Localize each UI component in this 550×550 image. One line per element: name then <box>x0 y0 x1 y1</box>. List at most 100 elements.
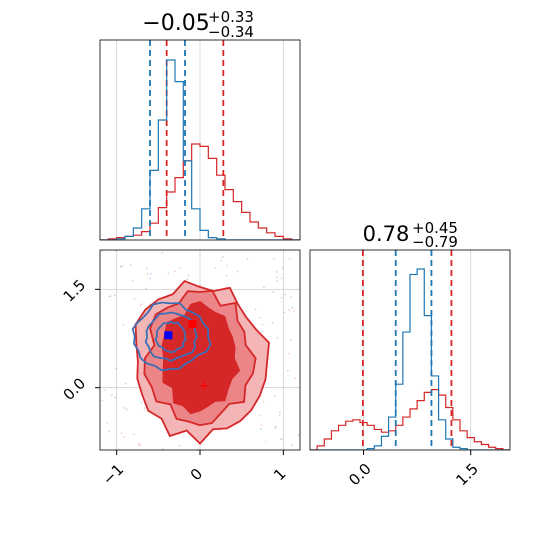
marginal-1-series-1 <box>100 59 300 240</box>
joint-sample-point <box>290 339 292 342</box>
joint-sample-point <box>264 440 267 443</box>
joint-blue-contour-0 <box>131 301 212 372</box>
joint-sample-point <box>109 295 112 298</box>
joint-sample-point <box>278 414 281 417</box>
joint-sample-point <box>288 309 291 311</box>
joint-x-tick-label-0: −1 <box>99 460 127 488</box>
marginal-2-x-tick-label-0: 0.0 <box>345 460 375 490</box>
marginal-1-grid <box>116 40 284 240</box>
joint-sample-point <box>273 394 276 397</box>
joint-sample-point <box>220 259 222 262</box>
joint-sample-point <box>114 367 117 370</box>
joint-sample-point <box>149 272 152 275</box>
joint-sample-point <box>145 287 147 290</box>
joint-sample-point <box>236 270 239 273</box>
marginal-2-histograms <box>310 250 510 450</box>
joint-sample-point <box>178 444 181 447</box>
joint-sample-point <box>122 323 125 326</box>
joint-sample-point <box>274 425 277 428</box>
joint-sample-point <box>271 322 274 324</box>
joint-sample-point <box>148 277 151 280</box>
joint-sample-point <box>289 296 292 298</box>
joint-sample-point <box>260 424 263 427</box>
marginal-1-title-sub: −0.34 <box>208 23 254 41</box>
joint-sample-point <box>138 444 141 447</box>
joint-sample-point <box>119 265 122 268</box>
joint-sample-point <box>139 304 142 307</box>
joint-sample-point <box>261 323 264 326</box>
joint-sample-point <box>260 428 262 430</box>
joint-sample-point <box>131 280 134 282</box>
joint-sample-point <box>114 396 117 399</box>
joint-sample-point <box>275 276 278 279</box>
joint-x-ticks: −1 0 1 <box>99 450 290 489</box>
joint-sample-point <box>123 435 126 438</box>
joint-sample-point <box>161 252 164 254</box>
joint-sample-point <box>287 369 289 372</box>
marginal-2-title-sub: −0.79 <box>412 233 458 251</box>
joint-sample-point <box>114 250 117 252</box>
joint-sample-point <box>146 272 149 275</box>
joint-sample-point <box>145 267 148 270</box>
joint-sample-point <box>107 295 110 298</box>
joint-sample-point <box>221 256 224 258</box>
joint-blue-contour-1 <box>144 311 198 363</box>
joint-sample-point <box>179 267 182 270</box>
joint-contours <box>131 279 270 445</box>
joint-sample-point <box>133 298 136 300</box>
joint-panel: −1 0 1 0.0 1.5 <box>60 249 301 489</box>
joint-sample-point <box>288 352 291 355</box>
joint-markers <box>164 320 209 390</box>
marginal-1-frame <box>99 39 301 241</box>
joint-sample-point <box>104 389 107 392</box>
joint-sample-point <box>133 433 136 436</box>
joint-sample-point <box>114 294 116 297</box>
joint-sample-point <box>280 296 283 299</box>
joint-sample-point <box>272 290 275 293</box>
joint-sample-point <box>273 257 275 260</box>
joint-y-tick-label-1: 1.5 <box>60 276 90 306</box>
joint-sample-point <box>276 270 278 273</box>
joint-sample-point <box>246 258 249 260</box>
marginal-1-histograms <box>100 40 300 240</box>
joint-sample-point <box>259 414 262 417</box>
joint-sample-point <box>167 272 170 275</box>
blue-point <box>164 331 173 340</box>
joint-sample-point <box>261 330 264 333</box>
joint-sample-point <box>263 286 265 289</box>
joint-sample-point <box>173 270 176 273</box>
joint-sample-point <box>283 311 286 314</box>
joint-sample-point <box>187 274 190 277</box>
joint-sample-point <box>283 293 286 296</box>
joint-y-tick-label-0: 0.0 <box>60 374 90 404</box>
joint-sample-point <box>107 430 110 433</box>
marginal-2-title-sup: +0.45 <box>412 219 458 237</box>
joint-sample-point <box>276 337 279 340</box>
marginal-panel-2: 0.0 1.5 0.78 +0.45 −0.79 <box>309 219 511 490</box>
marginal-panel-1: −0.05 +0.33 −0.34 <box>99 8 301 241</box>
joint-sample-point <box>254 308 257 311</box>
marginal-1-title: −0.05 <box>142 11 209 36</box>
joint-sample-point <box>225 274 228 277</box>
joint-sample-point <box>276 280 278 282</box>
joint-sample-point <box>280 277 283 280</box>
joint-sample-point <box>101 250 104 253</box>
joint-sample-point <box>282 267 284 269</box>
joint-sample-point <box>125 408 128 411</box>
joint-sample-point <box>226 264 229 267</box>
joint-sample-point <box>262 400 265 403</box>
marginal-1-title-sup: +0.33 <box>208 8 254 26</box>
joint-x-tick-label-1: 0 <box>187 465 206 484</box>
marginal-2-frame <box>309 249 511 451</box>
joint-sample-point <box>199 284 202 287</box>
joint-sample-point <box>129 263 132 266</box>
joint-sample-point <box>120 432 123 434</box>
joint-sample-point <box>124 382 127 385</box>
joint-sample-point <box>101 399 103 402</box>
joint-sample-point <box>186 278 189 280</box>
joint-sample-point <box>214 266 217 269</box>
joint-sample-point <box>259 316 262 319</box>
joint-sample-point <box>123 407 126 409</box>
joint-sample-point <box>280 438 283 441</box>
